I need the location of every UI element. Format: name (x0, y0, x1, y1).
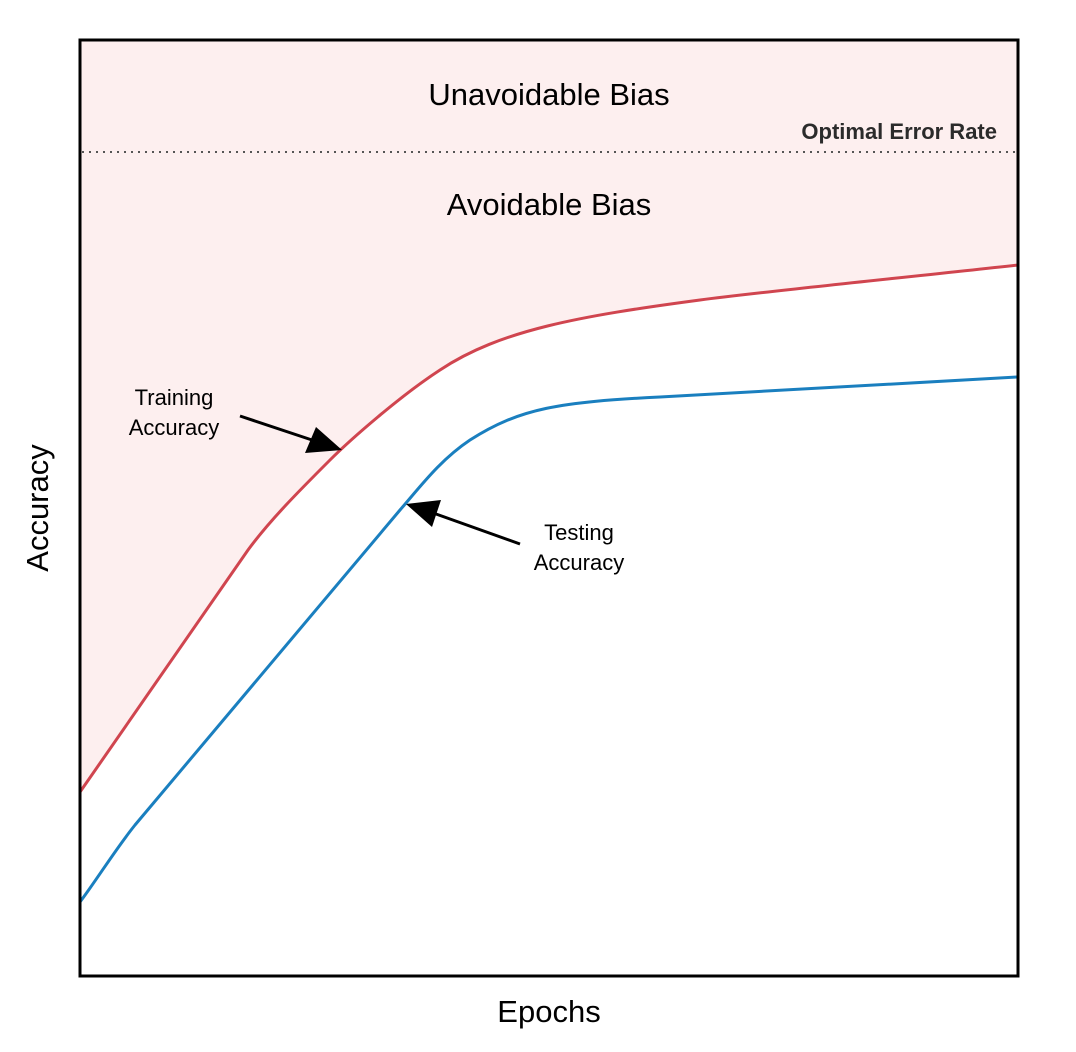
bias-region-fill (80, 40, 1018, 792)
testing-annotation-line-1: Testing (544, 520, 614, 545)
training-annotation-arrow (239, 414, 342, 453)
unavoidable-bias-label: Unavoidable Bias (428, 77, 669, 112)
y-axis-label: Accuracy (20, 444, 55, 572)
optimal-error-rate-label: Optimal Error Rate (801, 119, 997, 144)
training-accuracy-line (78, 263, 1019, 793)
plot-frame (78, 38, 1020, 978)
testing-annotation-arrow (406, 500, 521, 546)
x-axis-label: Epochs (497, 994, 600, 1029)
training-annotation-line-2: Accuracy (129, 415, 219, 440)
testing-annotation-line-2: Accuracy (534, 550, 624, 575)
testing-accuracy-line (78, 375, 1019, 903)
avoidable-bias-label: Avoidable Bias (447, 187, 652, 222)
training-annotation-line-1: Training (135, 385, 214, 410)
